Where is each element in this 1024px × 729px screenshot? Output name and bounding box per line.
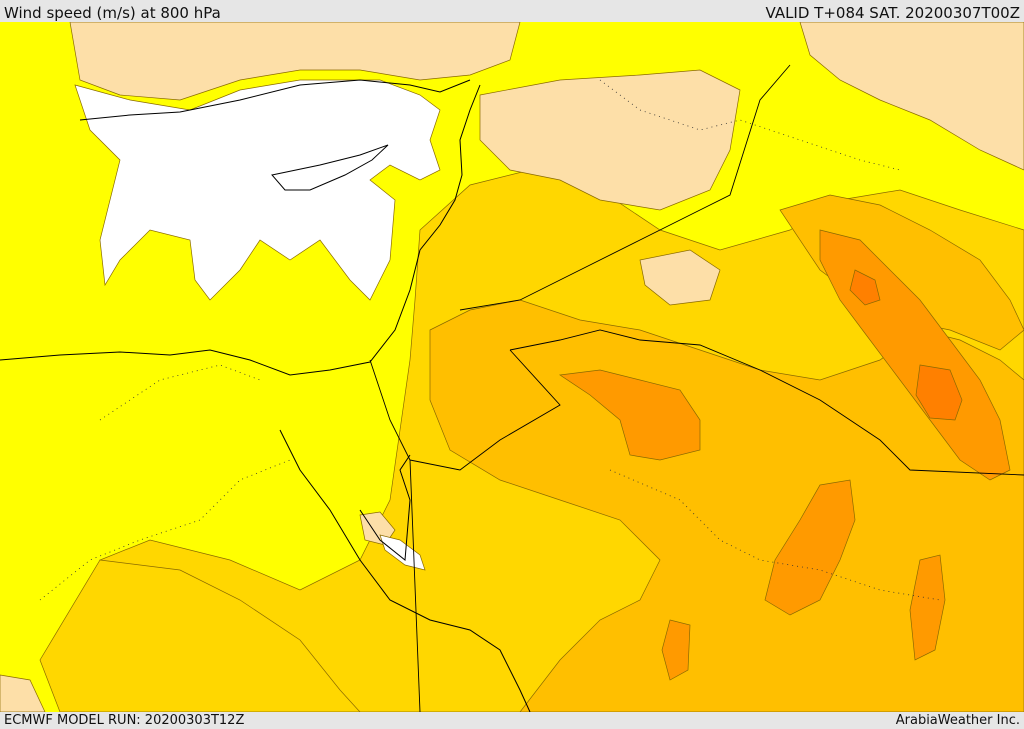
contour-amber: [429, 299, 1024, 712]
coastline-cyprus: [271, 144, 389, 191]
valid-time: VALID T+084 SAT. 20200307T00Z: [765, 4, 1020, 22]
contour-gold-south: [39, 559, 361, 712]
footer-bar: ECMWF MODEL RUN: 20200303T12Z ArabiaWeat…: [0, 712, 1024, 729]
contour-orange-5: [661, 619, 691, 681]
contour-darkorange-core: [915, 364, 963, 421]
contour-orange-1: [559, 369, 701, 461]
credit-label: ArabiaWeather Inc.: [895, 713, 1020, 728]
map-title: Wind speed (m/s) at 800 hPa: [4, 4, 221, 22]
contour-orange-4: [909, 554, 946, 661]
coastline-turkey: [79, 79, 471, 121]
coastline-med: [0, 84, 481, 376]
contour-tan-levant: [479, 69, 741, 211]
contour-tan-ne: [799, 22, 1024, 171]
model-run-label: ECMWF MODEL RUN: 20200303T12Z: [4, 713, 245, 728]
contour-darkorange-core-2: [849, 269, 881, 306]
border-lines: [369, 64, 1024, 712]
header-bar: Wind speed (m/s) at 800 hPa VALID T+084 …: [0, 0, 1024, 22]
map-canvas: [0, 22, 1024, 712]
contour-tan-north: [69, 22, 521, 101]
contour-orange-3: [764, 479, 856, 616]
coastline-redsea: [279, 429, 531, 712]
contour-tan-sw: [0, 674, 46, 712]
wind-speed-map: [0, 22, 1024, 712]
contour-tan-syria: [639, 249, 721, 306]
coastline-sinai: [359, 454, 411, 561]
